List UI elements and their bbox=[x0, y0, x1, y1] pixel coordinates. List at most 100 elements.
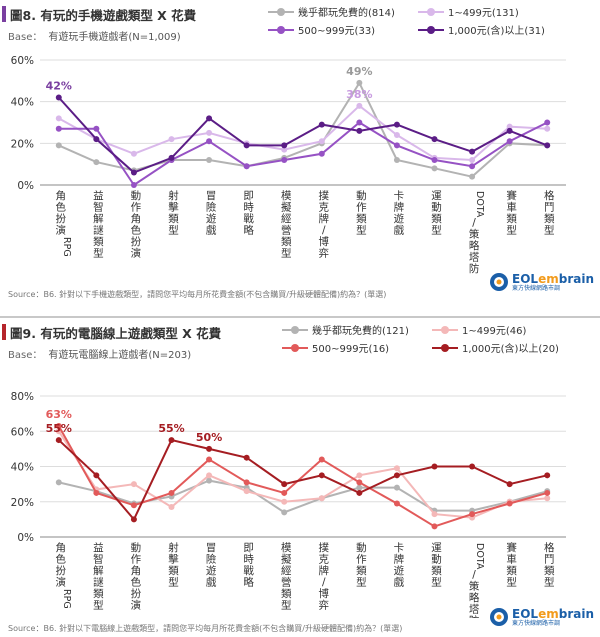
series-line bbox=[57, 425, 548, 528]
series-line bbox=[58, 121, 548, 187]
x-tick-label: 角色扮演 bbox=[56, 190, 67, 237]
logo-wordmark: EOLembrain bbox=[512, 606, 594, 621]
x-tick-char: 牌 bbox=[319, 564, 330, 577]
x-tick-label: 格鬥類型 bbox=[544, 541, 555, 589]
x-tick-char: 策 bbox=[469, 227, 480, 240]
x-tick-char: / bbox=[472, 569, 476, 581]
x-tick-char: 類 bbox=[168, 213, 179, 225]
data-point bbox=[431, 463, 438, 470]
panel-divider bbox=[0, 316, 600, 318]
x-tick-label: 撲克牌/博弈 bbox=[319, 189, 330, 260]
x-tick-char: 角 bbox=[131, 565, 142, 577]
x-tick-char: 動 bbox=[131, 541, 142, 554]
chart-title: 圖8. 有玩的手機遊戲類型 X 花費 bbox=[10, 7, 197, 23]
x-tick-char: 模 bbox=[281, 542, 292, 554]
x-tick-char: 鬥 bbox=[544, 202, 555, 214]
x-tick-char: 擬 bbox=[281, 553, 292, 566]
x-tick-label: 模擬經營類型 bbox=[281, 542, 292, 612]
data-point bbox=[93, 125, 100, 132]
title-accent bbox=[2, 6, 6, 22]
data-point bbox=[431, 157, 438, 163]
data-point bbox=[281, 481, 288, 488]
x-tick-char: 類 bbox=[93, 588, 104, 600]
data-point bbox=[356, 119, 363, 126]
x-tick-char: 運 bbox=[431, 542, 442, 554]
x-tick-char: 型 bbox=[93, 599, 104, 612]
x-tick-char: 即 bbox=[243, 542, 254, 554]
data-point bbox=[281, 498, 288, 505]
x-tick-char: 色 bbox=[131, 224, 142, 237]
legend-item: 1,000元(含)以上(31) bbox=[418, 22, 545, 37]
x-tick-char: 冒 bbox=[206, 542, 217, 554]
x-tick-char: 略 bbox=[469, 591, 480, 604]
data-point bbox=[393, 132, 400, 138]
data-point bbox=[469, 173, 476, 180]
x-tick-char: 模 bbox=[281, 190, 292, 202]
series-line bbox=[58, 104, 548, 162]
logo-subtitle: 東方快線網路市調 bbox=[512, 619, 561, 627]
data-point bbox=[469, 463, 476, 470]
x-tick-latin: DOTA bbox=[474, 191, 485, 218]
brand-logo: EOLembrain 東方快線網路市調 bbox=[489, 607, 594, 627]
data-point bbox=[356, 102, 363, 109]
data-point bbox=[55, 479, 62, 486]
data-point bbox=[206, 445, 213, 452]
base-note: Base： 有遊玩手機遊戲者(N=1,009) bbox=[8, 32, 181, 43]
x-tick-char: 解 bbox=[93, 564, 104, 577]
x-tick-char: 型 bbox=[168, 224, 179, 237]
x-tick-char: 戲 bbox=[206, 576, 217, 589]
x-tick-label: 運動類型 bbox=[431, 190, 442, 237]
x-tick-char: 運 bbox=[431, 190, 442, 202]
x-tick-char: 作 bbox=[356, 202, 367, 214]
data-point bbox=[469, 163, 476, 170]
x-tick-char: / bbox=[472, 217, 476, 229]
x-tick-char: 扮 bbox=[56, 564, 67, 577]
x-tick-char: 類 bbox=[544, 565, 555, 577]
legend-item: 500~999元(33) bbox=[268, 22, 375, 37]
x-tick-char: 塔 bbox=[469, 250, 480, 263]
x-tick-char: 作 bbox=[131, 202, 142, 214]
data-point bbox=[544, 472, 551, 479]
source-note: Source：B6. 針對以下電腦線上遊戲類型，請問您平均每月所花費金額(不包含… bbox=[8, 624, 403, 633]
legend-swatch bbox=[268, 7, 294, 17]
data-point bbox=[544, 119, 551, 126]
x-tick-char: 扮 bbox=[131, 235, 142, 248]
x-tick-char: 經 bbox=[281, 564, 292, 577]
data-point bbox=[243, 142, 250, 149]
data-point bbox=[55, 422, 62, 429]
data-point bbox=[544, 125, 551, 132]
title-accent bbox=[2, 324, 6, 340]
x-tick-char: 克 bbox=[319, 554, 330, 566]
x-tick-char: 略 bbox=[469, 239, 480, 252]
x-tick-char: 格 bbox=[544, 189, 555, 202]
data-label: 42% bbox=[46, 80, 72, 93]
x-tick-char: 牌 bbox=[319, 212, 330, 225]
data-point bbox=[281, 142, 288, 149]
x-tick-char: 卡 bbox=[394, 541, 405, 554]
data-point bbox=[506, 500, 513, 507]
x-tick-char: 扮 bbox=[56, 212, 67, 225]
x-tick-char: 防 bbox=[469, 262, 480, 275]
x-tick-char: 克 bbox=[319, 202, 330, 214]
x-tick-char: 作 bbox=[131, 554, 142, 566]
data-point bbox=[356, 479, 363, 486]
x-tick-char: 型 bbox=[506, 576, 517, 589]
data-point bbox=[469, 148, 476, 155]
x-tick-label: 撲克牌/博弈 bbox=[319, 541, 330, 612]
data-point bbox=[544, 142, 551, 149]
x-tick-char: 角 bbox=[56, 542, 67, 554]
data-point bbox=[356, 127, 363, 134]
x-tick-char: 動 bbox=[431, 553, 442, 566]
x-tick-char: 經 bbox=[281, 212, 292, 225]
x-tick-char: 色 bbox=[56, 553, 67, 566]
x-tick-char: 撲 bbox=[319, 541, 330, 554]
data-point bbox=[93, 472, 100, 479]
chart-title-bar: 圖8. 有玩的手機遊戲類型 X 花費 bbox=[0, 4, 196, 24]
x-tick-char: / bbox=[322, 225, 326, 237]
data-point bbox=[431, 523, 438, 530]
x-tick-char: 類 bbox=[431, 213, 442, 225]
data-point bbox=[93, 159, 100, 166]
x-tick-char: 型 bbox=[168, 576, 179, 589]
data-point bbox=[506, 481, 513, 488]
x-tick-char: 型 bbox=[93, 247, 104, 260]
